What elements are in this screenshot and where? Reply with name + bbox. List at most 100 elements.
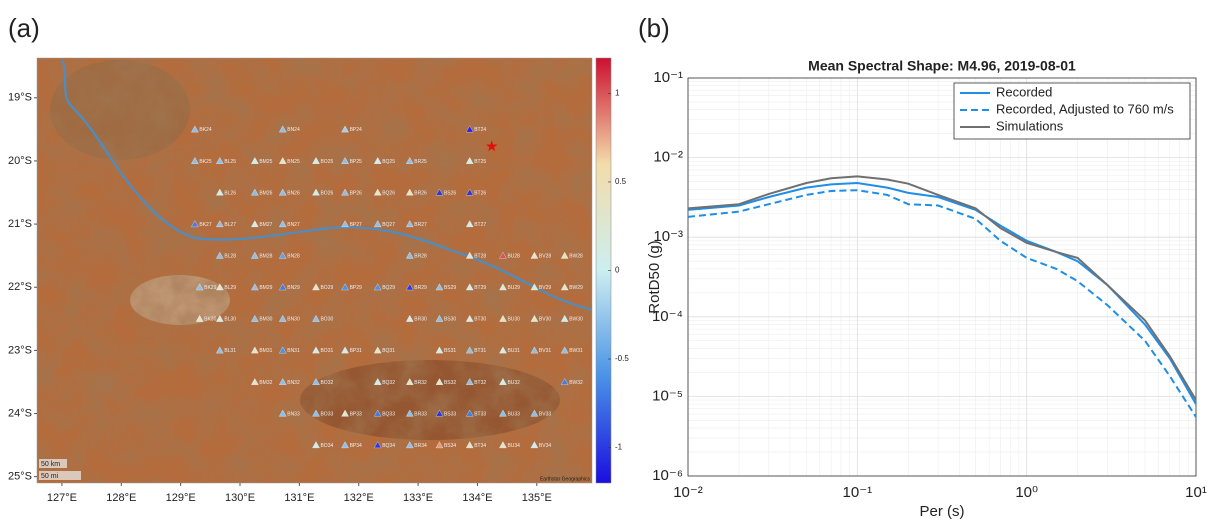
scale-label: 50 km [41, 461, 60, 468]
panel-label: (b) [638, 13, 670, 43]
x-tick-label: 127°E [47, 492, 77, 504]
station [406, 188, 414, 196]
station [560, 283, 569, 291]
station [341, 157, 349, 164]
station [373, 283, 382, 291]
station [465, 220, 474, 228]
station [406, 378, 414, 385]
station [499, 409, 507, 417]
station [278, 378, 287, 385]
station-label: BS32 [444, 380, 456, 386]
station [373, 441, 382, 449]
station-label: BR34 [414, 443, 427, 449]
station [312, 315, 320, 322]
station [278, 251, 287, 259]
station [341, 409, 349, 417]
y-tick-label: 10⁻⁶ [652, 467, 683, 484]
station [341, 188, 349, 196]
station [530, 315, 539, 322]
y-axis-label: RotD50 (g) [646, 240, 663, 313]
station [251, 220, 259, 228]
station [499, 378, 507, 385]
station-label: BM31 [259, 348, 272, 354]
station-label: BV34 [539, 443, 551, 449]
station-label: BL29 [224, 285, 236, 291]
station [278, 409, 287, 417]
station-label: BU28 [507, 253, 520, 259]
station [312, 346, 320, 354]
station-label: BO33 [320, 411, 333, 417]
station-label: BM27 [259, 222, 272, 228]
station [251, 157, 259, 164]
colorbar-tick-label: 0 [615, 266, 620, 275]
station-label: BK29 [204, 285, 216, 291]
station [465, 188, 474, 196]
station [465, 346, 474, 354]
station [499, 315, 507, 322]
station [435, 346, 444, 354]
station-label: BM32 [259, 380, 272, 386]
station [251, 188, 259, 196]
station-label: BQ26 [382, 190, 395, 196]
x-tick-label: 130°E [225, 492, 255, 504]
station [435, 315, 444, 322]
station-label: BV31 [539, 348, 551, 354]
series-line [687, 189, 1197, 418]
series-line [687, 175, 1197, 401]
station [465, 251, 474, 259]
station-label: BV29 [539, 285, 551, 291]
station [216, 283, 224, 291]
station-label: BN25 [287, 159, 300, 165]
station-label: BP33 [350, 411, 362, 417]
station [312, 157, 320, 164]
station-label: BO32 [320, 380, 333, 386]
station [499, 441, 507, 449]
station-label: BS26 [444, 190, 456, 196]
station-label: BS29 [444, 285, 456, 291]
station-label: BW29 [569, 285, 583, 291]
map-background [37, 58, 592, 483]
station-label: BL27 [224, 222, 236, 228]
colorbar-tick-label: 1 [615, 89, 620, 98]
station-label: BT33 [474, 411, 486, 417]
station [373, 346, 382, 354]
station [216, 188, 224, 196]
station-label: BP29 [350, 285, 362, 291]
station [406, 409, 414, 417]
station-label: BN28 [287, 253, 300, 259]
legend-label: Simulations [996, 118, 1064, 133]
station [312, 378, 320, 385]
station-label: BT31 [474, 348, 486, 354]
x-tick-label: 135°E [522, 492, 552, 504]
station-label: BU30 [507, 317, 520, 323]
station-label: BR26 [414, 190, 427, 196]
station [435, 441, 444, 449]
legend-label: Recorded [996, 84, 1052, 99]
station [341, 283, 349, 291]
station [312, 188, 320, 196]
station [406, 315, 414, 322]
station [278, 315, 287, 322]
station-label: BS33 [444, 411, 456, 417]
station [435, 409, 444, 417]
station-label: BO25 [320, 159, 333, 165]
station [216, 220, 224, 228]
station [312, 441, 320, 449]
station [530, 409, 539, 417]
legend-label: Recorded, Adjusted to 760 m/s [996, 101, 1174, 116]
y-tick-label: 24°S [8, 407, 32, 419]
chart-title: Mean Spectral Shape: M4.96, 2019-08-01 [808, 58, 1076, 74]
station-label: BN30 [287, 317, 300, 323]
scale-bar [39, 471, 81, 480]
station-label: BQ33 [382, 411, 395, 417]
station-label: BO29 [320, 285, 333, 291]
station-label: BQ34 [382, 443, 395, 449]
station [341, 125, 349, 133]
station-label: BM25 [259, 159, 272, 165]
station-label: BK30 [204, 317, 216, 323]
station [465, 125, 474, 133]
station [560, 315, 569, 322]
station [278, 188, 287, 196]
y-tick-label: 10⁻³ [653, 228, 683, 245]
colorbar-tick-label: 0.5 [615, 177, 627, 186]
